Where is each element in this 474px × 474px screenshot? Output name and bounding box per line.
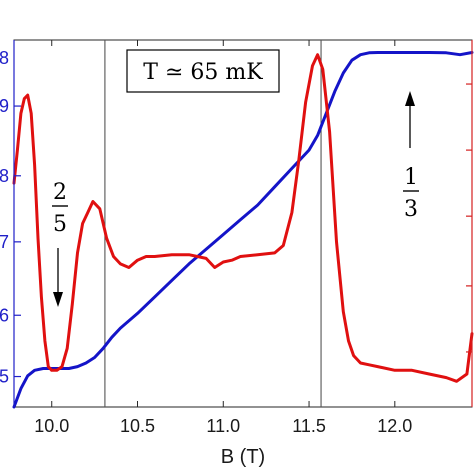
arrow-down-icon: [53, 292, 63, 307]
one-third-numerator: 1: [404, 165, 418, 190]
plot-frame: [13, 39, 473, 408]
right-axis: [466, 40, 473, 407]
y-ticks: 5 6 7 8 9 8: [0, 40, 21, 407]
fraction-two-fifths: 2 5: [52, 180, 68, 307]
series-line-1: [12, 51, 474, 409]
x-tick-label: 11.5: [292, 416, 326, 436]
x-ticks: 10.0 10.5 11.0 11.5 12.0: [34, 40, 412, 436]
y-tick-label: 8: [0, 166, 9, 186]
one-third-denominator: 3: [404, 197, 418, 222]
x-tick-label: 10.0: [34, 416, 69, 436]
y-tick-label: 6: [0, 305, 9, 325]
temperature-label: T ≃ 65 mK: [143, 60, 263, 85]
y-tick-label: 7: [0, 232, 9, 252]
series-layer: [12, 51, 474, 409]
x-tick-label: 12.0: [377, 416, 412, 436]
fraction-one-third: 1 3: [403, 91, 419, 222]
temperature-annotation: T ≃ 65 mK: [126, 49, 280, 93]
x-tick-label: 11.0: [206, 416, 240, 436]
plot-area: 10.0 10.5 11.0 11.5 12.0 5 6 7 8 9 8: [0, 39, 474, 436]
series-line-2: [12, 53, 474, 383]
two-fifths-numerator: 2: [53, 180, 67, 205]
y-tick-label: 5: [0, 367, 9, 387]
temperature-box: [126, 49, 280, 93]
two-fifths-denominator: 5: [53, 212, 67, 237]
x-axis-title: B (T): [221, 446, 265, 468]
x-tick-label: 10.5: [120, 416, 155, 436]
y-tick-label-top: 8: [0, 48, 9, 68]
arrow-up-icon: [405, 91, 415, 106]
y-tick-label: 9: [0, 96, 9, 116]
